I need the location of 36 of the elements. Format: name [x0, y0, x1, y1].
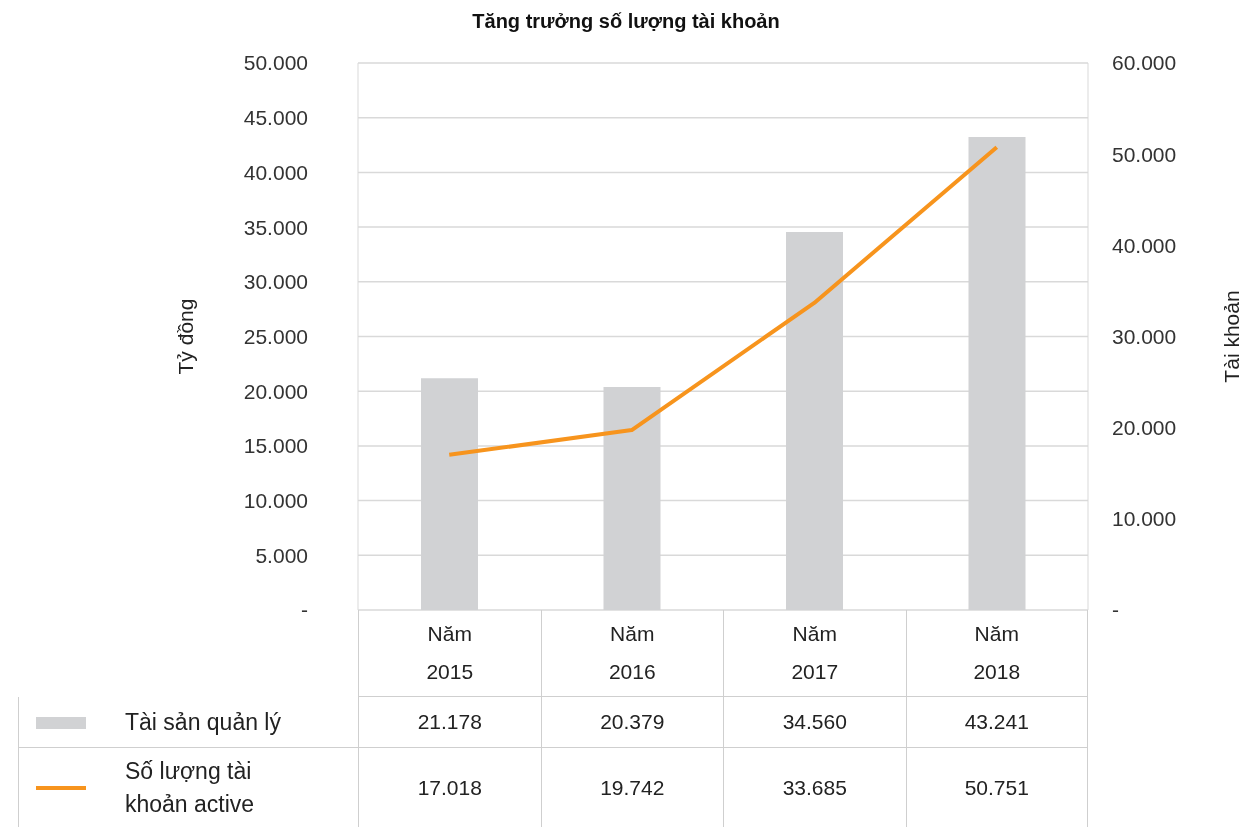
data-label: 33.685	[723, 748, 906, 827]
line-series	[447, 145, 999, 457]
chart-title: Tăng trưởng số lượng tài khoản	[472, 10, 780, 32]
x-tick-label: Năm 2016	[540, 610, 723, 697]
x-tick-label: Năm 2015	[358, 610, 541, 697]
y-tick-label: 20.000	[243, 379, 308, 403]
y-tick-label: 50.000	[243, 51, 308, 75]
y2-tick-label: 60.000	[1112, 51, 1177, 75]
data-label: 50.751	[905, 748, 1088, 827]
y2-tick-label: 50.000	[1112, 142, 1177, 166]
y2-tick-label: 20.000	[1112, 416, 1177, 440]
y-tick-label: 5.000	[255, 543, 308, 567]
data-label: 20.379	[540, 697, 723, 748]
y2-tick-label: 40.000	[1112, 233, 1177, 257]
y-tick-label: 45.000	[243, 106, 308, 130]
y-tick-label: 10.000	[243, 489, 308, 513]
y-tick-label: 40.000	[243, 160, 308, 184]
y2-tick-label: 30.000	[1112, 324, 1177, 348]
y-tick-label: 35.000	[243, 215, 308, 239]
y-axis-title: Tỷ đồng	[174, 298, 198, 375]
y2-axis-title: Tài khoản	[1220, 290, 1244, 383]
data-label: 21.178	[358, 697, 541, 748]
x-tick-label: Năm 2018	[905, 610, 1088, 697]
legend-label: Số lượng tài khoản active	[125, 757, 256, 819]
y2-tick-label: -	[1112, 598, 1119, 622]
y2-tick-label: 10.000	[1112, 507, 1177, 531]
y-tick-label: 30.000	[243, 270, 308, 294]
y-tick-label: 15.000	[243, 434, 308, 458]
data-label: 17.018	[358, 748, 541, 827]
y-tick-label: 25.000	[243, 324, 308, 348]
legend-label: Tài sản quản lý	[125, 708, 282, 737]
y-tick-label: -	[301, 598, 308, 622]
x-tick-label: Năm 2017	[723, 610, 906, 697]
data-label: 19.742	[540, 748, 723, 827]
data-label: 43.241	[905, 697, 1088, 748]
data-label: 34.560	[723, 697, 906, 748]
